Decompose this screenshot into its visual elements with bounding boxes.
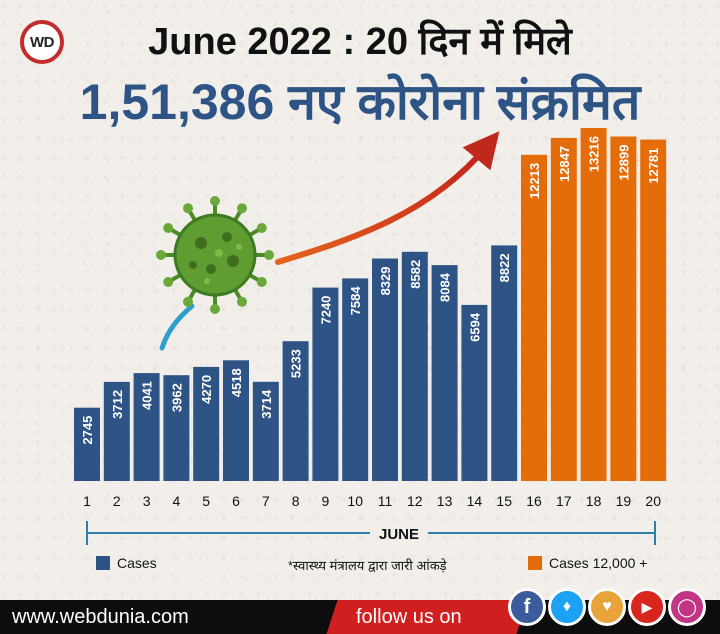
- bar-value-label: 12847: [557, 146, 572, 182]
- follow-text: follow us on: [356, 606, 462, 628]
- bar-day-13: [431, 265, 458, 481]
- bar-value-label: 2745: [80, 416, 95, 445]
- bar-day-6: [223, 360, 249, 481]
- x-tick-label: 3: [143, 493, 151, 509]
- x-tick-label: 12: [407, 493, 423, 509]
- headline-line1-text: June 2022 : 20 दिन में मिले: [148, 21, 572, 63]
- bar-day-16: [521, 154, 547, 482]
- bar-value-label: 12899: [616, 145, 631, 181]
- bar-day-15: [491, 245, 518, 481]
- bar-value-label: 5233: [289, 349, 304, 378]
- bar-value-label: 13216: [587, 136, 602, 172]
- bar-day-20: [640, 139, 667, 481]
- virus-spike-tip: [156, 250, 166, 260]
- bar-value-label: 3712: [110, 390, 125, 419]
- bar-day-19: [610, 136, 637, 481]
- virus-spike-tip: [237, 203, 247, 214]
- virus-spike-tip: [264, 250, 274, 260]
- headline-line2: 1,51,386 नए कोरोना संक्रमित: [0, 66, 720, 134]
- virus-spike-tip: [183, 296, 193, 307]
- virus-spike-tip: [210, 304, 220, 314]
- x-tick-label: 11: [378, 493, 393, 509]
- x-tick-label: 16: [526, 493, 542, 509]
- bar-value-label: 8329: [378, 267, 393, 296]
- headline-line2-text: 1,51,386 नए कोरोना संक्रमित: [79, 74, 641, 130]
- bar-day-5: [193, 366, 220, 481]
- trend-arrow-icon: [275, 131, 500, 265]
- bar-day-12: [401, 251, 428, 481]
- bar-day-4: [163, 375, 190, 481]
- x-tick-label: 5: [202, 493, 210, 509]
- bar-value-label: 8582: [408, 260, 423, 289]
- bar-value-label: 4041: [140, 381, 155, 410]
- instagram-icon[interactable]: ◯: [668, 588, 706, 626]
- x-tick-label: 1: [83, 493, 91, 509]
- facebook-icon[interactable]: f: [508, 588, 546, 626]
- x-tick-label: 19: [616, 493, 632, 509]
- bar-value-label: 8822: [497, 253, 512, 282]
- webdunia-logo[interactable]: WD: [20, 20, 64, 64]
- source-note: *स्वास्थ्य मंत्रालय द्वारा जारी आंकड़े: [288, 558, 448, 573]
- virus-spike-tip: [183, 203, 193, 214]
- youtube-icon[interactable]: ▶: [628, 588, 666, 626]
- x-tick-label: 18: [586, 493, 602, 509]
- virus-spike-tip: [256, 277, 267, 287]
- bars-group: 2745 3712 4041 3962 4270 4518 3714 5233 7240 7584…: [74, 128, 667, 482]
- virus-spike-tip: [256, 223, 267, 233]
- site-link[interactable]: www.webdunia.com: [12, 606, 189, 628]
- bar-value-label: 12781: [646, 148, 661, 184]
- trend-arrow-tail-icon: [159, 303, 195, 351]
- bar-day-8: [282, 341, 309, 481]
- bar-value-label: 7584: [348, 286, 363, 316]
- legend: Cases Cases 12,000 + *स्वास्थ्य मंत्रालय…: [96, 555, 647, 573]
- bar-day-3: [133, 373, 160, 481]
- x-tick-label: 20: [645, 493, 661, 509]
- bar-day-9: [312, 287, 339, 481]
- logo-text: WD: [30, 33, 55, 51]
- x-axis-label: JUNE: [379, 526, 419, 543]
- bar-day-2: [103, 381, 130, 481]
- headline-line1: June 2022 : 20 दिन में मिले: [0, 14, 720, 66]
- bar-value-label: 8084: [438, 272, 453, 302]
- bar-day-11: [372, 258, 398, 481]
- legend-label-cases-high: Cases 12,000 +: [549, 555, 647, 571]
- x-tick-label: 10: [347, 493, 363, 509]
- legend-swatch-cases: [96, 556, 110, 570]
- x-tick-label: 4: [173, 493, 181, 509]
- bar-value-label: 6594: [467, 312, 482, 342]
- bar-value-label: 12213: [527, 163, 542, 199]
- x-tick-label: 14: [467, 493, 483, 509]
- bar-value-label: 3962: [169, 383, 184, 412]
- x-tick-labels: 1 2 3 4 5 6 7 8 9 10 11 12 13 14 15 16 17 18 19 20: [83, 493, 661, 509]
- bar-day-10: [342, 278, 369, 481]
- x-tick-label: 9: [322, 493, 330, 509]
- bar-value-label: 4518: [229, 368, 244, 397]
- virus-icon: [156, 196, 274, 314]
- x-tick-label: 6: [232, 493, 240, 509]
- x-tick-label: 2: [113, 493, 121, 509]
- x-tick-label: 17: [556, 493, 572, 509]
- twitter-icon[interactable]: ♦: [548, 588, 586, 626]
- bar-value-label: 4270: [199, 375, 214, 404]
- bar-value-label: 3714: [259, 389, 274, 419]
- legend-swatch-cases-high: [528, 556, 542, 570]
- bar-day-17: [550, 137, 577, 481]
- app-icon[interactable]: ♥: [588, 588, 626, 626]
- virus-spike-tip: [237, 296, 247, 307]
- x-tick-label: 15: [496, 493, 512, 509]
- bar-value-label: 7240: [318, 296, 333, 325]
- virus-spike-tip: [163, 277, 174, 287]
- legend-label-cases: Cases: [117, 555, 157, 571]
- x-tick-label: 8: [292, 493, 300, 509]
- x-tick-label: 7: [262, 493, 270, 509]
- bar-day-18: [580, 128, 607, 481]
- x-tick-label: 13: [437, 493, 453, 509]
- virus-spike-tip: [210, 196, 220, 206]
- bar-day-1: [74, 407, 100, 481]
- virus-spike-tip: [163, 223, 174, 233]
- bar-day-14: [461, 304, 488, 481]
- june-axis-bracket: JUNE: [86, 521, 656, 545]
- bar-day-7: [252, 381, 279, 481]
